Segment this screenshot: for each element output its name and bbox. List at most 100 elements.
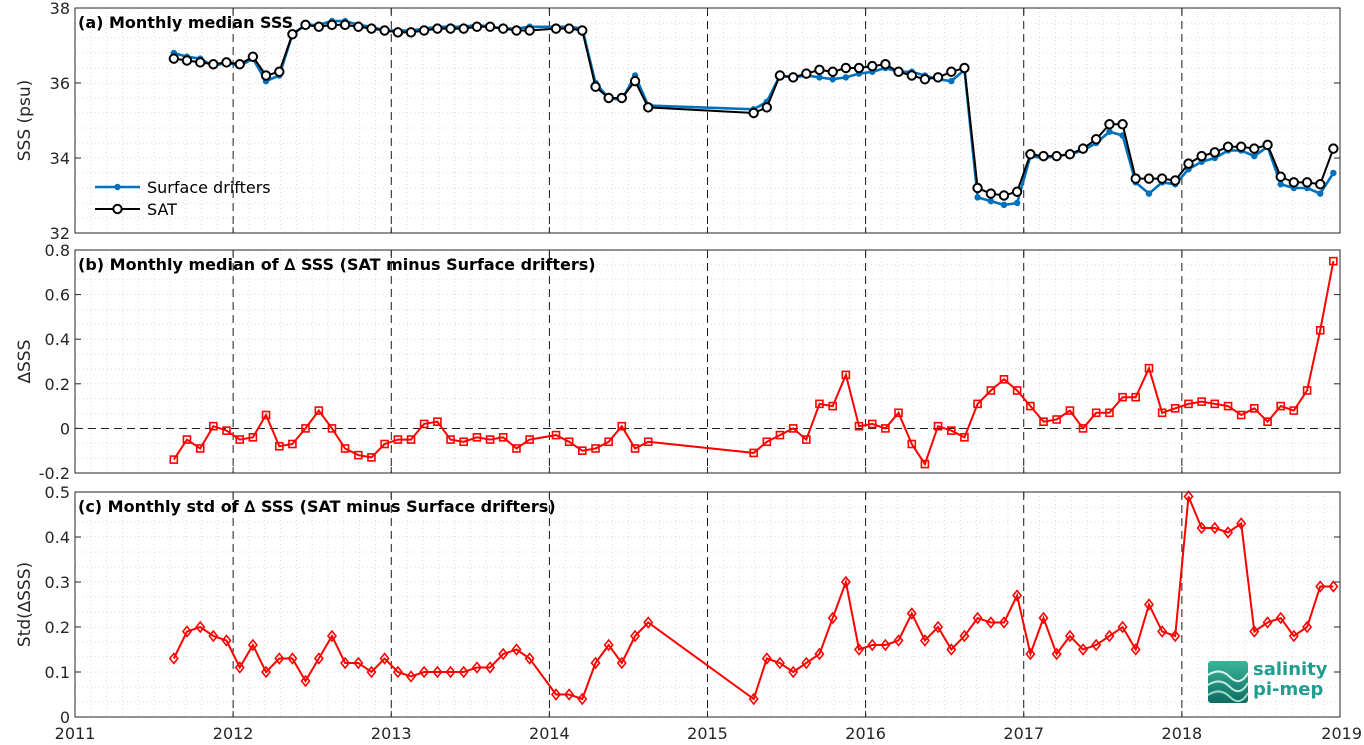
data-point	[339, 19, 351, 31]
data-point	[1184, 399, 1193, 409]
x-tick-label: 2017	[1003, 724, 1044, 743]
data-point	[1196, 150, 1207, 162]
series-line	[172, 496, 1334, 701]
data-point	[972, 611, 983, 625]
data-point	[1302, 620, 1313, 634]
data-point	[300, 674, 311, 688]
data-point	[458, 665, 469, 679]
data-point	[288, 439, 297, 449]
salinity-pi-mep-logo: salinity pi-mep	[1205, 655, 1355, 705]
data-point	[301, 424, 310, 433]
data-point	[1052, 415, 1061, 424]
data-point	[181, 625, 192, 638]
data-point	[788, 72, 799, 83]
data-point	[1170, 629, 1181, 643]
data-point	[379, 25, 390, 36]
data-point	[485, 435, 495, 444]
data-point	[577, 446, 587, 456]
y-tick-label: 0.5	[45, 483, 70, 502]
data-point	[1328, 580, 1339, 593]
data-point	[458, 23, 469, 34]
data-point	[959, 62, 970, 74]
data-point	[1210, 399, 1220, 409]
data-point	[393, 435, 403, 444]
data-point	[222, 426, 231, 435]
data-point	[1289, 406, 1299, 415]
data-point	[603, 92, 614, 104]
data-point	[814, 64, 825, 76]
x-tick-label: 2013	[371, 724, 412, 743]
data-point	[814, 647, 825, 661]
data-point	[1183, 490, 1194, 503]
panel-title: (c) Monthly std of ∆ SSS (SAT minus Surf…	[78, 497, 556, 516]
data-point	[816, 74, 823, 81]
data-point	[616, 656, 627, 670]
data-point	[893, 66, 904, 77]
legend-marker	[114, 183, 121, 191]
data-point	[314, 406, 324, 415]
data-point	[406, 435, 416, 444]
data-point	[985, 616, 996, 629]
data-point	[972, 182, 983, 194]
data-point	[432, 665, 443, 679]
panel-title: (a) Monthly median SSS	[78, 13, 293, 32]
data-point	[801, 68, 812, 79]
data-point	[1145, 190, 1153, 197]
data-point	[1301, 177, 1313, 188]
data-point	[774, 70, 786, 81]
data-point	[590, 81, 601, 92]
data-point	[168, 53, 180, 64]
data-point	[880, 59, 891, 70]
data-point	[1277, 181, 1284, 188]
data-point	[287, 29, 298, 40]
data-point	[419, 419, 429, 429]
data-point	[1209, 521, 1220, 535]
y-tick-label: 0.6	[45, 286, 70, 305]
data-point	[932, 72, 944, 83]
data-point	[1249, 143, 1260, 154]
data-point	[630, 629, 641, 643]
data-point	[221, 57, 232, 68]
data-point	[998, 190, 1010, 201]
data-point	[643, 437, 653, 447]
data-point	[828, 401, 838, 411]
data-point	[748, 107, 759, 119]
data-point	[854, 421, 864, 431]
data-point	[1091, 408, 1101, 418]
y-tick-label: 0.2	[45, 375, 70, 394]
data-point	[1026, 401, 1035, 411]
data-point	[999, 375, 1009, 384]
data-point	[761, 102, 772, 113]
data-point	[484, 21, 496, 32]
y-tick-label: 0.2	[45, 618, 70, 637]
data-point	[829, 76, 836, 83]
data-point	[392, 665, 403, 679]
data-point	[1235, 141, 1247, 152]
x-tick-label: 2011	[55, 724, 96, 743]
data-point	[248, 433, 258, 442]
data-point	[948, 77, 955, 85]
data-point	[1118, 392, 1127, 402]
panel-c: 0 0.1 0.2 0.3 0.4 0.5 2011 2012 2013 2014 2015 2016…	[15, 483, 1362, 743]
data-point	[260, 70, 272, 81]
data-point	[1249, 404, 1259, 413]
data-point	[208, 59, 219, 70]
data-point	[1025, 647, 1036, 661]
data-point	[919, 634, 930, 647]
data-point	[960, 433, 969, 442]
data-point	[1236, 517, 1247, 530]
data-point	[353, 21, 364, 32]
data-point	[367, 453, 376, 462]
data-point	[472, 433, 482, 442]
data-point	[235, 435, 245, 444]
legend-marker	[112, 203, 123, 215]
data-point	[485, 661, 496, 674]
data-point	[405, 27, 417, 38]
data-point	[985, 188, 997, 199]
data-point	[1064, 149, 1076, 160]
data-point	[181, 55, 193, 66]
data-point	[195, 444, 205, 453]
data-point	[1157, 625, 1168, 638]
logo-text-line1: salinity	[1253, 659, 1328, 680]
data-point	[986, 386, 996, 395]
